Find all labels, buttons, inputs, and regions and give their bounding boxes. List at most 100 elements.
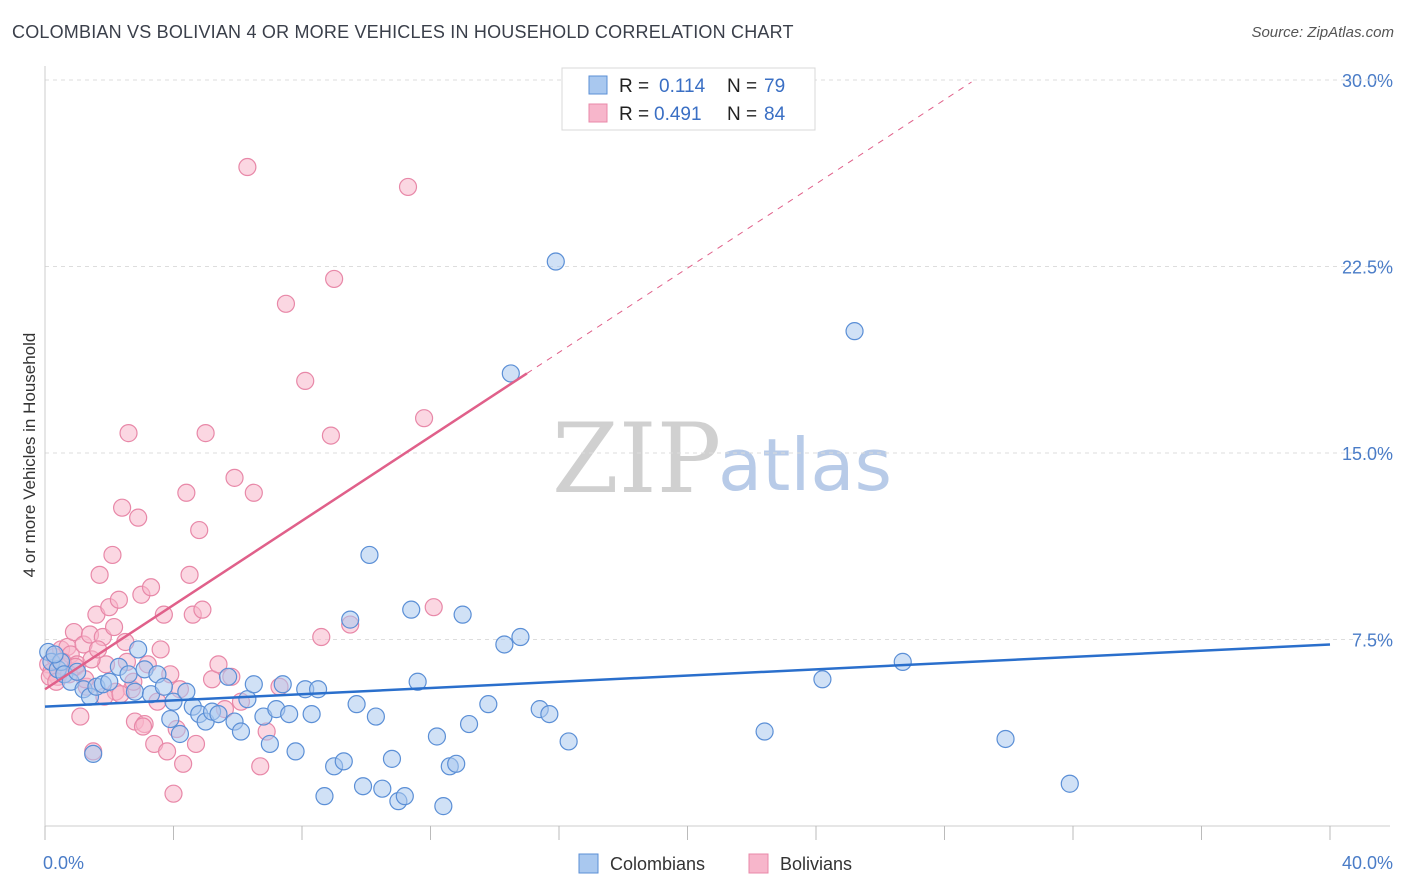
- colombian-point: [100, 672, 119, 691]
- colombians-trend-line: [44, 643, 1331, 708]
- colombian-point: [813, 670, 832, 689]
- watermark-zip: ZIP: [552, 403, 721, 515]
- bolivian-point: [414, 409, 434, 428]
- bolivian-point: [103, 545, 122, 565]
- bolivian-point: [157, 742, 177, 761]
- colombian-point: [373, 779, 392, 798]
- bolivian-point: [238, 157, 257, 177]
- bottom-legend: Colombians Bolivians: [578, 853, 852, 874]
- colombian-point: [280, 704, 299, 724]
- bolivian-point: [190, 520, 209, 540]
- axes: 0.0% 40.0%: [43, 66, 1393, 873]
- colombian-point: [402, 600, 421, 619]
- bottom-legend-colombians: Colombians: [610, 854, 705, 874]
- y-tick-label: 7.5%: [1352, 631, 1393, 651]
- bolivians-trend-extension: [526, 81, 972, 374]
- colombian-point: [219, 667, 238, 686]
- colombian-point: [154, 677, 173, 696]
- bolivian-point: [151, 640, 170, 659]
- colombian-point: [286, 742, 305, 761]
- colombian-point: [893, 652, 912, 671]
- colombian-point: [1060, 774, 1079, 793]
- colombian-point: [360, 545, 379, 565]
- bolivian-point: [177, 483, 196, 502]
- colombian-point: [447, 754, 466, 773]
- legend: R = 0.114 N = 79 R = 0.491 N = 84: [561, 67, 816, 131]
- colombian-point: [308, 680, 328, 699]
- colombian-point: [347, 695, 366, 714]
- colombians-points: [39, 252, 1079, 816]
- bottom-legend-bolivians: Bolivians: [780, 854, 852, 874]
- colombian-point: [479, 695, 498, 714]
- trend-lines: [44, 81, 1331, 708]
- colombian-point: [546, 252, 565, 271]
- colombian-point: [408, 672, 427, 691]
- colombian-point: [755, 722, 774, 741]
- legend-r-value-2: 0.491: [654, 104, 702, 125]
- x-tick-label-min: 0.0%: [43, 853, 84, 873]
- colombian-point: [209, 704, 228, 724]
- colombian-point: [45, 645, 64, 664]
- colombian-point: [353, 777, 373, 796]
- bolivian-point: [174, 754, 193, 773]
- bolivian-point: [180, 565, 199, 584]
- bolivian-point: [129, 508, 148, 527]
- y-tick-label: 22.5%: [1342, 258, 1393, 278]
- bolivian-point: [424, 598, 443, 617]
- bolivian-point: [209, 655, 228, 674]
- colombian-point: [84, 744, 103, 763]
- legend-swatch-bolivians: [588, 103, 608, 123]
- colombian-point: [996, 729, 1015, 749]
- legend-n-label-2: N =: [727, 104, 757, 125]
- bolivian-point: [71, 707, 90, 726]
- legend-r-label-2: R =: [619, 104, 649, 125]
- colombian-point: [315, 787, 334, 806]
- y-axis-title: 4 or more Vehicles in Household: [20, 333, 39, 578]
- bolivian-point: [112, 498, 132, 517]
- bolivian-point: [193, 600, 212, 619]
- colombian-point: [495, 635, 514, 654]
- legend-n-label-1: N =: [727, 76, 757, 97]
- legend-r-label-1: R =: [619, 76, 649, 97]
- colombian-point: [382, 749, 402, 768]
- bolivian-point: [133, 717, 153, 736]
- bolivian-point: [90, 565, 109, 584]
- colombian-point: [366, 707, 385, 726]
- bolivian-point: [109, 590, 128, 609]
- bolivian-point: [141, 578, 161, 597]
- colombian-point: [501, 364, 520, 383]
- colombian-point: [129, 640, 148, 659]
- bolivian-point: [196, 424, 215, 443]
- colombian-point: [540, 704, 559, 724]
- legend-n-value-2: 84: [764, 104, 786, 125]
- bottom-legend-swatch-colombians: [578, 853, 599, 874]
- colombian-point: [170, 724, 190, 744]
- colombian-point: [511, 627, 530, 647]
- grid-lines: 7.5% 15.0% 22.5% 30.0%: [45, 71, 1393, 651]
- colombian-point: [273, 675, 292, 694]
- bolivian-point: [296, 371, 315, 390]
- bolivians-trend-line: [44, 372, 528, 691]
- bolivian-point: [398, 177, 418, 197]
- watermark: ZIP atlas: [552, 403, 892, 515]
- colombian-point: [434, 797, 453, 816]
- colombian-point: [334, 752, 353, 771]
- bolivian-point: [164, 784, 183, 803]
- x-tick-label-max: 40.0%: [1342, 853, 1393, 873]
- colombian-point: [453, 605, 472, 624]
- bolivian-point: [251, 757, 270, 776]
- colombian-point: [231, 722, 251, 741]
- bolivian-point: [276, 294, 296, 313]
- bolivian-point: [225, 468, 244, 487]
- bolivian-point: [312, 627, 331, 647]
- bolivian-point: [244, 483, 263, 502]
- colombian-point: [161, 709, 180, 729]
- colombian-point: [459, 714, 479, 734]
- colombian-point: [427, 727, 447, 746]
- colombian-point: [395, 787, 414, 806]
- bolivian-point: [154, 605, 173, 624]
- bolivian-point: [104, 617, 124, 637]
- legend-r-value-1: 0.114: [659, 76, 706, 97]
- legend-n-value-1: 79: [764, 76, 785, 97]
